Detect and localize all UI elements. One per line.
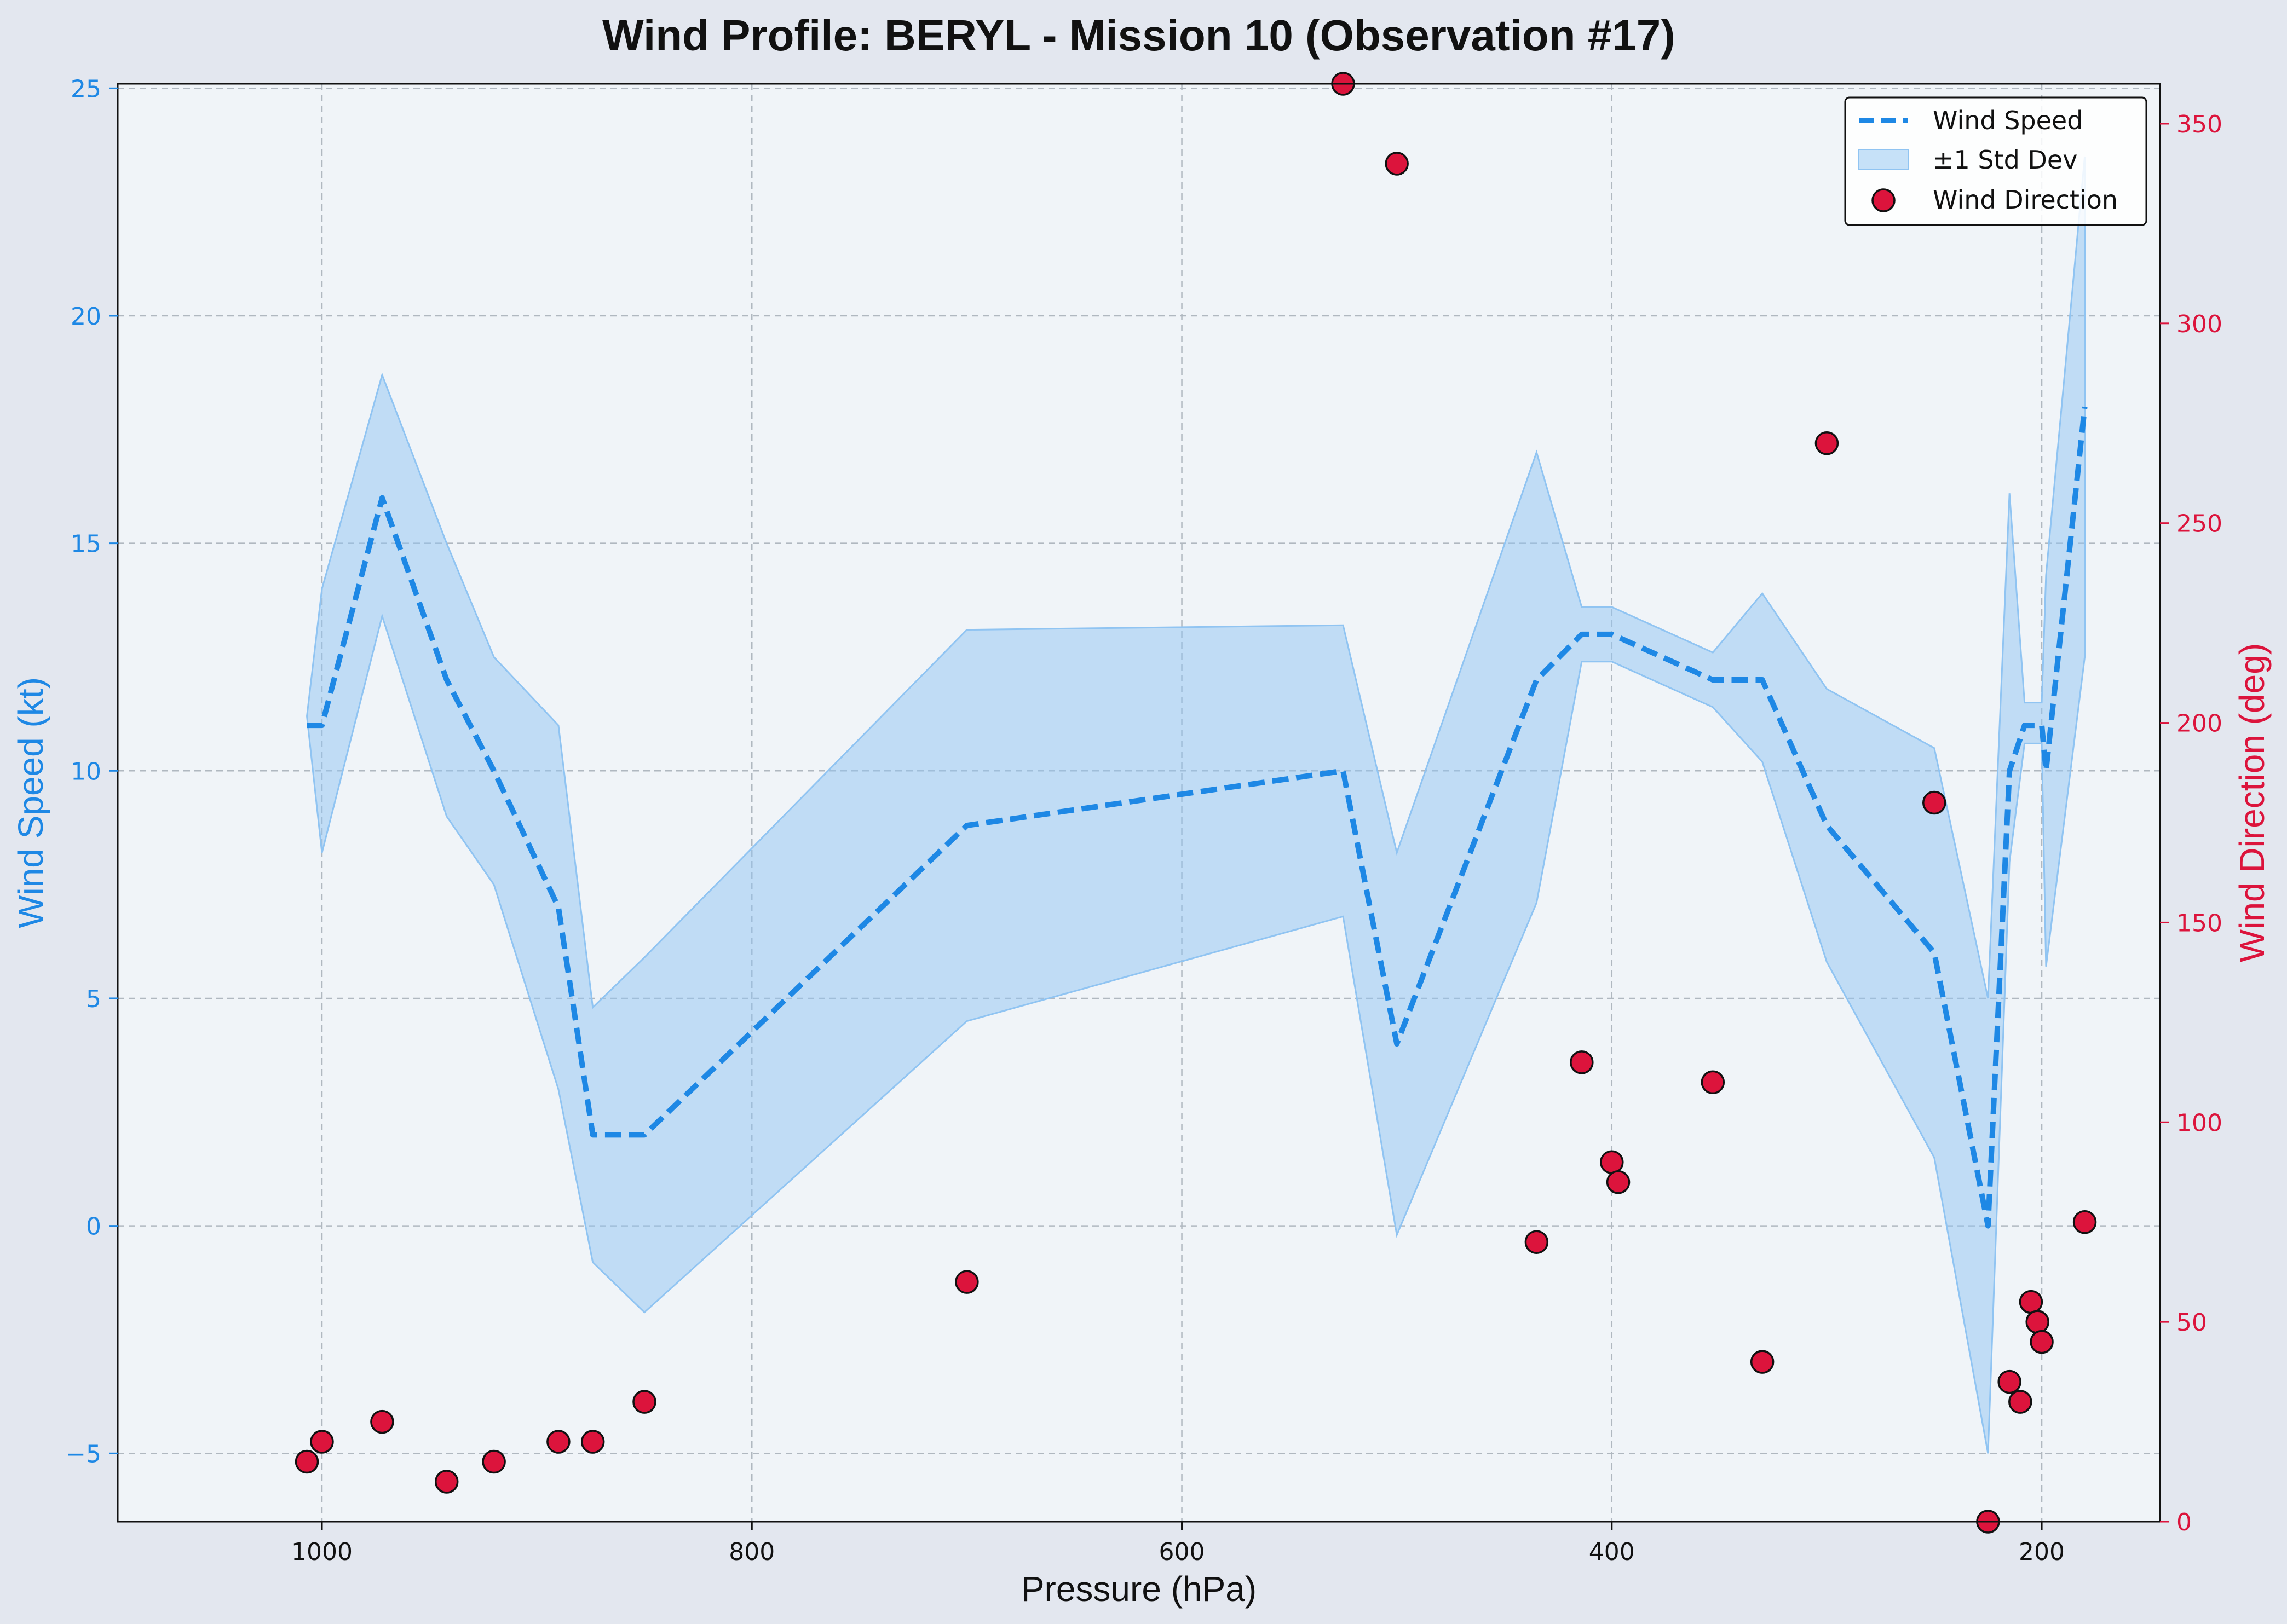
wind-direction-point (482, 1449, 506, 1474)
y-tick-label: 25 (71, 75, 101, 103)
y-tick-label: 20 (71, 303, 101, 331)
y2-tick-label: 150 (2176, 909, 2222, 937)
wind-direction-point (1600, 1150, 1624, 1174)
y2-tick-label: 250 (2176, 510, 2222, 538)
wind-direction-point (1606, 1170, 1631, 1194)
y-axis-label: Wind Speed (kt) (11, 677, 50, 928)
legend-wind-direction-swatch (1871, 188, 1896, 212)
legend-std-dev-label: ±1 Std Dev (1933, 145, 2077, 175)
y2-tick-label: 0 (2176, 1509, 2192, 1536)
x-tick-label: 200 (2019, 1538, 2065, 1566)
wind-speed-line-layer (307, 406, 2088, 1229)
y-tick-label: −5 (66, 1440, 101, 1468)
chart-title: Wind Profile: BERYL - Mission 10 (Observ… (602, 11, 1675, 60)
wind-direction-point (2008, 1390, 2032, 1414)
legend-std-dev-swatch (1858, 149, 1909, 170)
wind-direction-point (1524, 1230, 1549, 1254)
wind-direction-point (434, 1470, 459, 1494)
y2-tick-label: 200 (2176, 710, 2222, 738)
wind-direction-point (370, 1409, 394, 1434)
wind-direction-point (1814, 431, 1839, 455)
y2-tick-label: 100 (2176, 1109, 2222, 1137)
std-dev-band-layer (306, 156, 2086, 1454)
axes: 1000 800 600 400 200−50510152025050100150200… (66, 75, 2222, 1566)
wind-direction-point (1922, 790, 1946, 815)
wind-direction-point (955, 1270, 979, 1294)
wind-speed-line (307, 406, 2088, 1229)
y-tick-label: 0 (86, 1213, 101, 1241)
wind-direction-point (1385, 152, 1409, 176)
wind-direction-point (2030, 1330, 2054, 1354)
x-tick-label: 1000 (291, 1538, 353, 1566)
x-tick-label: 800 (729, 1538, 775, 1566)
wind-direction-point (1997, 1369, 2021, 1394)
wind-direction-point (2025, 1310, 2049, 1334)
wind-direction-point (1750, 1350, 1775, 1374)
wind-direction-points-layer (295, 72, 2097, 1534)
wind-direction-point (310, 1430, 334, 1454)
y-tick-label: 5 (86, 985, 101, 1013)
wind-direction-point (295, 1449, 319, 1474)
legend-wind-direction-label: Wind Direction (1933, 185, 2118, 215)
legend: Wind Speed ±1 Std Dev Wind Direction (1844, 96, 2147, 226)
x-tick-label: 600 (1159, 1538, 1205, 1566)
legend-wind-speed-label: Wind Speed (1933, 106, 2083, 135)
y-tick-label: 10 (71, 758, 101, 785)
wind-direction-point (1701, 1070, 1725, 1095)
wind-direction-point (546, 1430, 571, 1454)
y2-axis-label: Wind Direction (deg) (2232, 643, 2272, 962)
y2-tick-label: 300 (2176, 310, 2222, 338)
x-axis-label: Pressure (hPa) (1021, 1569, 1257, 1609)
y2-tick-label: 50 (2176, 1309, 2207, 1337)
wind-direction-point (1570, 1050, 1594, 1074)
legend-box (1844, 96, 2147, 226)
wind-direction-point (632, 1390, 656, 1414)
wind-direction-point (2072, 1210, 2097, 1234)
y2-tick-label: 350 (2176, 111, 2222, 138)
wind-direction-point (580, 1430, 605, 1454)
std-dev-band (306, 156, 2086, 1454)
x-tick-label: 400 (1589, 1538, 1635, 1566)
wind-direction-point (2019, 1290, 2043, 1314)
plot-frame (117, 83, 2161, 1523)
y-tick-label: 15 (71, 530, 101, 558)
